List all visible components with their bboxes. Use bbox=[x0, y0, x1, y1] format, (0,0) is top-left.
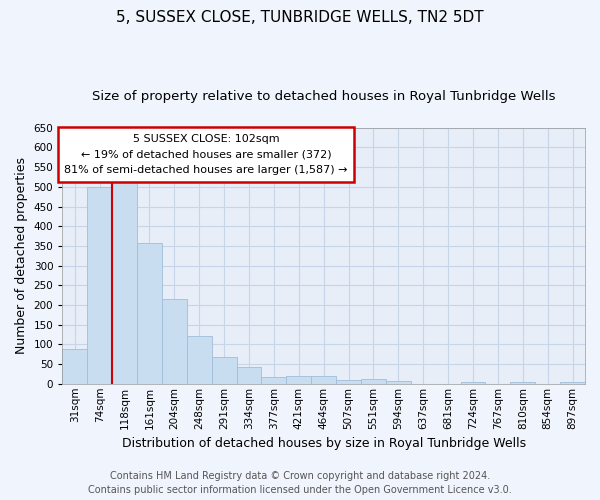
X-axis label: Distribution of detached houses by size in Royal Tunbridge Wells: Distribution of detached houses by size … bbox=[122, 437, 526, 450]
Bar bbox=[62, 349, 87, 384]
Y-axis label: Number of detached properties: Number of detached properties bbox=[15, 158, 28, 354]
Bar bbox=[311, 376, 336, 384]
Text: 5, SUSSEX CLOSE, TUNBRIDGE WELLS, TN2 5DT: 5, SUSSEX CLOSE, TUNBRIDGE WELLS, TN2 5D… bbox=[116, 10, 484, 25]
Bar bbox=[511, 382, 535, 384]
Bar bbox=[87, 187, 112, 384]
Bar bbox=[461, 382, 485, 384]
Bar bbox=[361, 379, 386, 384]
Bar bbox=[286, 376, 311, 384]
Bar bbox=[187, 336, 212, 384]
Bar bbox=[212, 357, 236, 384]
Bar bbox=[262, 378, 286, 384]
Bar bbox=[560, 382, 585, 384]
Text: 5 SUSSEX CLOSE: 102sqm
← 19% of detached houses are smaller (372)
81% of semi-de: 5 SUSSEX CLOSE: 102sqm ← 19% of detached… bbox=[64, 134, 348, 175]
Bar bbox=[162, 300, 187, 384]
Title: Size of property relative to detached houses in Royal Tunbridge Wells: Size of property relative to detached ho… bbox=[92, 90, 556, 103]
Text: Contains HM Land Registry data © Crown copyright and database right 2024.
Contai: Contains HM Land Registry data © Crown c… bbox=[88, 471, 512, 495]
Bar bbox=[137, 243, 162, 384]
Bar bbox=[386, 380, 411, 384]
Bar bbox=[336, 380, 361, 384]
Bar bbox=[236, 367, 262, 384]
Bar bbox=[112, 176, 137, 384]
